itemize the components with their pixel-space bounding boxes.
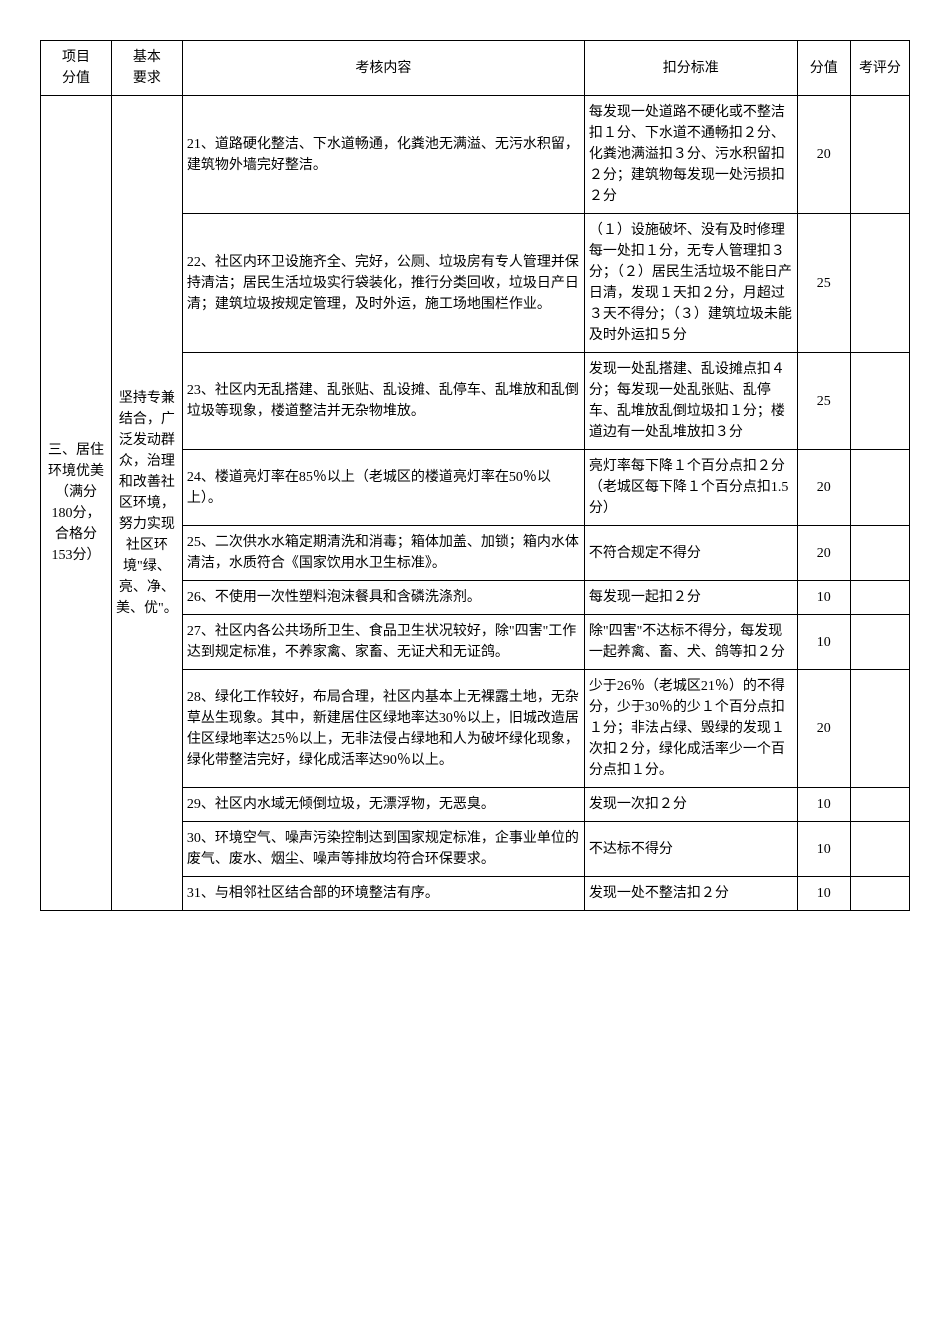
content-cell: 31、与相邻社区结合部的环境整洁有序。 (182, 877, 584, 911)
standard-cell: 每发现一处道路不硬化或不整洁扣１分、下水道不通畅扣２分、化粪池满溢扣３分、污水积… (584, 96, 797, 214)
header-project: 项目 分值 (41, 41, 112, 96)
score-cell: 25 (797, 353, 850, 450)
eval-cell (850, 450, 909, 526)
score-cell: 10 (797, 788, 850, 822)
standard-cell: 发现一处乱搭建、乱设摊点扣４分；每发现一处乱张贴、乱停车、乱堆放乱倒垃圾扣１分；… (584, 353, 797, 450)
header-standard: 扣分标准 (584, 41, 797, 96)
standard-cell: （１）设施破坏、没有及时修理每一处扣１分，无专人管理扣３分；（２）居民生活垃圾不… (584, 214, 797, 353)
standard-cell: 除"四害"不达标不得分，每发现一起养禽、畜、犬、鸽等扣２分 (584, 615, 797, 670)
header-content: 考核内容 (182, 41, 584, 96)
eval-cell (850, 96, 909, 214)
eval-cell (850, 214, 909, 353)
project-cell: 三、居住环境优美（满分180分，合格分153分） (41, 96, 112, 911)
score-cell: 20 (797, 526, 850, 581)
eval-cell (850, 877, 909, 911)
score-cell: 20 (797, 96, 850, 214)
score-cell: 10 (797, 581, 850, 615)
standard-cell: 发现一处不整洁扣２分 (584, 877, 797, 911)
eval-cell (850, 822, 909, 877)
standard-cell: 每发现一起扣２分 (584, 581, 797, 615)
eval-cell (850, 581, 909, 615)
standard-cell: 不达标不得分 (584, 822, 797, 877)
standard-cell: 亮灯率每下降１个百分点扣２分（老城区每下降１个百分点扣1.5分） (584, 450, 797, 526)
eval-cell (850, 788, 909, 822)
content-cell: 30、环境空气、噪声污染控制达到国家规定标准，企事业单位的废气、废水、烟尘、噪声… (182, 822, 584, 877)
score-cell: 10 (797, 877, 850, 911)
eval-cell (850, 526, 909, 581)
score-cell: 20 (797, 670, 850, 788)
header-row: 项目 分值 基本 要求 考核内容 扣分标准 分值 考评分 (41, 41, 910, 96)
score-cell: 25 (797, 214, 850, 353)
basic-req-cell: 坚持专兼结合，广泛发动群众，治理和改善社区环境，努力实现社区环境"绿、亮、净、美… (111, 96, 182, 911)
content-cell: 27、社区内各公共场所卫生、食品卫生状况较好，除"四害"工作达到规定标准，不养家… (182, 615, 584, 670)
assessment-table: 项目 分值 基本 要求 考核内容 扣分标准 分值 考评分 三、居住环境优美（满分… (40, 40, 910, 911)
content-cell: 29、社区内水域无倾倒垃圾，无漂浮物，无恶臭。 (182, 788, 584, 822)
content-cell: 26、不使用一次性塑料泡沫餐具和含磷洗涤剂。 (182, 581, 584, 615)
standard-cell: 不符合规定不得分 (584, 526, 797, 581)
header-score: 分值 (797, 41, 850, 96)
score-cell: 10 (797, 615, 850, 670)
table-row: 三、居住环境优美（满分180分，合格分153分） 坚持专兼结合，广泛发动群众，治… (41, 96, 910, 214)
eval-cell (850, 615, 909, 670)
content-cell: 23、社区内无乱搭建、乱张贴、乱设摊、乱停车、乱堆放和乱倒垃圾等现象，楼道整洁并… (182, 353, 584, 450)
header-eval: 考评分 (850, 41, 909, 96)
content-cell: 22、社区内环卫设施齐全、完好，公厕、垃圾房有专人管理并保持清洁；居民生活垃圾实… (182, 214, 584, 353)
standard-cell: 发现一次扣２分 (584, 788, 797, 822)
content-cell: 25、二次供水水箱定期清洗和消毒；箱体加盖、加锁；箱内水体清洁，水质符合《国家饮… (182, 526, 584, 581)
score-cell: 20 (797, 450, 850, 526)
table-body: 三、居住环境优美（满分180分，合格分153分） 坚持专兼结合，广泛发动群众，治… (41, 96, 910, 911)
content-cell: 21、道路硬化整洁、下水道畅通，化粪池无满溢、无污水积留，建筑物外墙完好整洁。 (182, 96, 584, 214)
score-cell: 10 (797, 822, 850, 877)
eval-cell (850, 670, 909, 788)
eval-cell (850, 353, 909, 450)
content-cell: 24、楼道亮灯率在85％以上（老城区的楼道亮灯率在50％以上）。 (182, 450, 584, 526)
header-basic: 基本 要求 (111, 41, 182, 96)
content-cell: 28、绿化工作较好，布局合理，社区内基本上无裸露土地，无杂草丛生现象。其中，新建… (182, 670, 584, 788)
standard-cell: 少于26％（老城区21％）的不得分，少于30％的少１个百分点扣１分；非法占绿、毁… (584, 670, 797, 788)
